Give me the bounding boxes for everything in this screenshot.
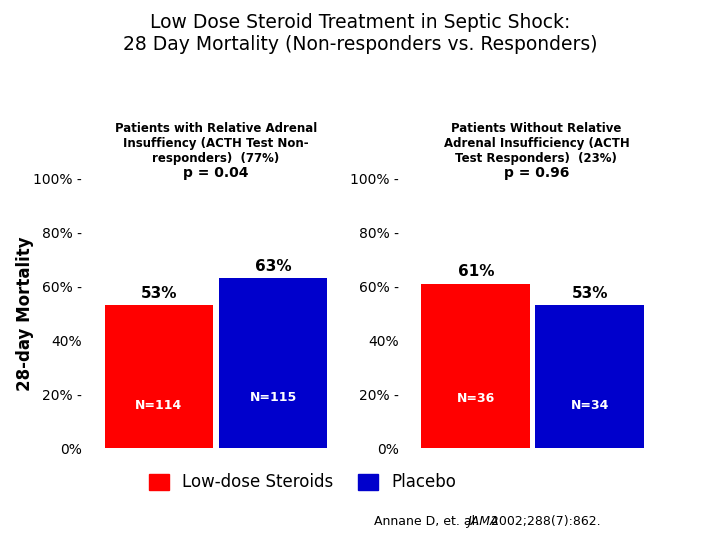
Text: 53%: 53% — [572, 286, 608, 301]
Text: 63%: 63% — [255, 259, 292, 274]
Bar — [536, 305, 644, 448]
Text: N=34: N=34 — [571, 399, 609, 412]
Text: p = 0.04: p = 0.04 — [184, 166, 248, 180]
Text: Annane D, et. al.: Annane D, et. al. — [374, 515, 484, 528]
Text: 28-day Mortality: 28-day Mortality — [16, 236, 35, 390]
Text: Low Dose Steroid Treatment in Septic Shock:
28 Day Mortality (Non-responders vs.: Low Dose Steroid Treatment in Septic Sho… — [122, 14, 598, 55]
Text: Patients with Relative Adrenal
Insuffiency (ACTH Test Non-
responders)  (77%): Patients with Relative Adrenal Insuffien… — [115, 122, 317, 165]
Legend: Low-dose Steroids, Placebo: Low-dose Steroids, Placebo — [148, 473, 456, 491]
Text: N=36: N=36 — [456, 392, 495, 406]
Text: p = 0.96: p = 0.96 — [504, 166, 569, 180]
Text: 61%: 61% — [457, 265, 494, 280]
Text: JAMA: JAMA — [467, 515, 498, 528]
Text: 53%: 53% — [140, 286, 177, 301]
Bar — [421, 284, 530, 448]
Text: N=115: N=115 — [249, 390, 297, 404]
Text: N=114: N=114 — [135, 399, 183, 412]
Bar — [219, 278, 328, 448]
Bar — [104, 305, 213, 448]
Text: 2002;288(7):862.: 2002;288(7):862. — [487, 515, 601, 528]
Text: Patients Without Relative
Adrenal Insufficiency (ACTH
Test Responders)  (23%): Patients Without Relative Adrenal Insuff… — [444, 122, 629, 165]
